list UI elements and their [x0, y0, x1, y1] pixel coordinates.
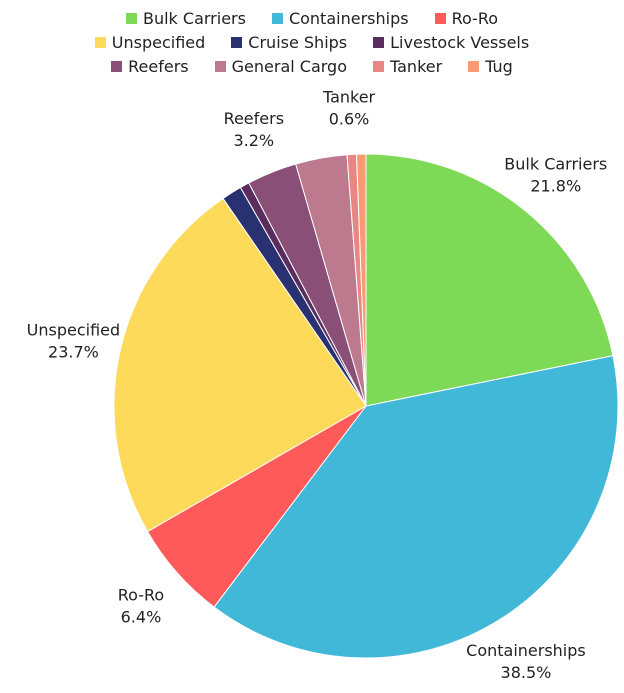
legend-row: Bulk Carriers Containerships Ro-Ro: [0, 6, 624, 30]
slice-label-name: Tanker: [322, 87, 376, 106]
slice-label-percent: 6.4%: [121, 607, 162, 626]
slice-label-name: Containerships: [466, 641, 586, 660]
legend-item-reefers[interactable]: Reefers: [111, 56, 189, 76]
legend-swatch: [434, 12, 446, 24]
legend-item-general-cargo[interactable]: General Cargo: [214, 56, 347, 76]
legend-row: Reefers General Cargo Tanker Tug: [0, 54, 624, 78]
legend-item-containerships[interactable]: Containerships: [271, 8, 409, 28]
slice-label-reefers: Reefers 3.2%: [224, 109, 284, 150]
legend-item-cruise-ships[interactable]: Cruise Ships: [231, 33, 347, 52]
legend-label: Cruise Ships: [248, 32, 348, 52]
legend-swatch: [125, 12, 137, 24]
slice-label-percent: 3.2%: [233, 131, 274, 150]
legend-label: Containerships: [288, 8, 409, 28]
legend-label: Tug: [485, 56, 513, 76]
legend-swatch: [214, 60, 226, 72]
slice-label-percent: 21.8%: [530, 177, 581, 196]
legend-label: Reefers: [128, 56, 189, 76]
pie-slice-tug[interactable]: [355, 153, 367, 407]
slice-label-name: Reefers: [224, 109, 284, 128]
pie-slice-containerships[interactable]: [213, 355, 619, 659]
slice-label-percent: 0.6%: [329, 109, 370, 128]
slice-label-containerships: Containerships 38.5%: [466, 641, 586, 682]
legend-item-tanker[interactable]: Tanker: [373, 57, 442, 76]
slice-label-unspecified: Unspecified 23.7%: [27, 321, 121, 362]
legend-label: Tanker: [390, 56, 443, 76]
legend: Bulk Carriers Containerships Ro-Ro Unspecif…: [0, 6, 624, 78]
legend-swatch: [271, 12, 283, 24]
slice-label-bulk-carriers: Bulk Carriers 21.8%: [504, 155, 607, 196]
slice-label-name: Ro-Ro: [118, 585, 164, 604]
slice-label-name: Bulk Carriers: [504, 155, 607, 174]
legend-label: Ro-Ro: [451, 8, 499, 28]
slice-label-percent: 38.5%: [501, 663, 552, 682]
legend-item-unspecified[interactable]: Unspecified: [94, 32, 206, 52]
legend-label: Unspecified: [111, 32, 206, 52]
slice-label-ro-ro: Ro-Ro 6.4%: [118, 585, 164, 626]
legend-row: Unspecified Cruise Ships Livestock Vessels: [0, 30, 624, 54]
slice-label-tanker: Tanker 0.6%: [322, 87, 376, 128]
pie-slice-unspecified[interactable]: [113, 197, 367, 533]
legend-label: Bulk Carriers: [142, 8, 246, 28]
legend-item-bulk-carriers[interactable]: Bulk Carriers: [125, 8, 246, 28]
legend-swatch: [373, 60, 384, 72]
legend-swatch: [373, 36, 385, 48]
legend-swatch: [231, 36, 243, 48]
legend-item-livestock-vessels[interactable]: Livestock Vessels: [373, 33, 529, 52]
slice-label-name: Unspecified: [27, 321, 121, 340]
legend-swatch: [94, 36, 106, 48]
legend-label: General Cargo: [231, 56, 347, 76]
legend-swatch: [111, 60, 123, 72]
legend-item-tug[interactable]: Tug: [468, 57, 513, 76]
legend-item-ro-ro[interactable]: Ro-Ro: [434, 8, 499, 28]
legend-label: Livestock Vessels: [390, 32, 530, 52]
slice-label-percent: 23.7%: [48, 343, 99, 362]
pie-slice-bulk-carriers[interactable]: [365, 153, 614, 407]
legend-swatch: [468, 60, 480, 72]
